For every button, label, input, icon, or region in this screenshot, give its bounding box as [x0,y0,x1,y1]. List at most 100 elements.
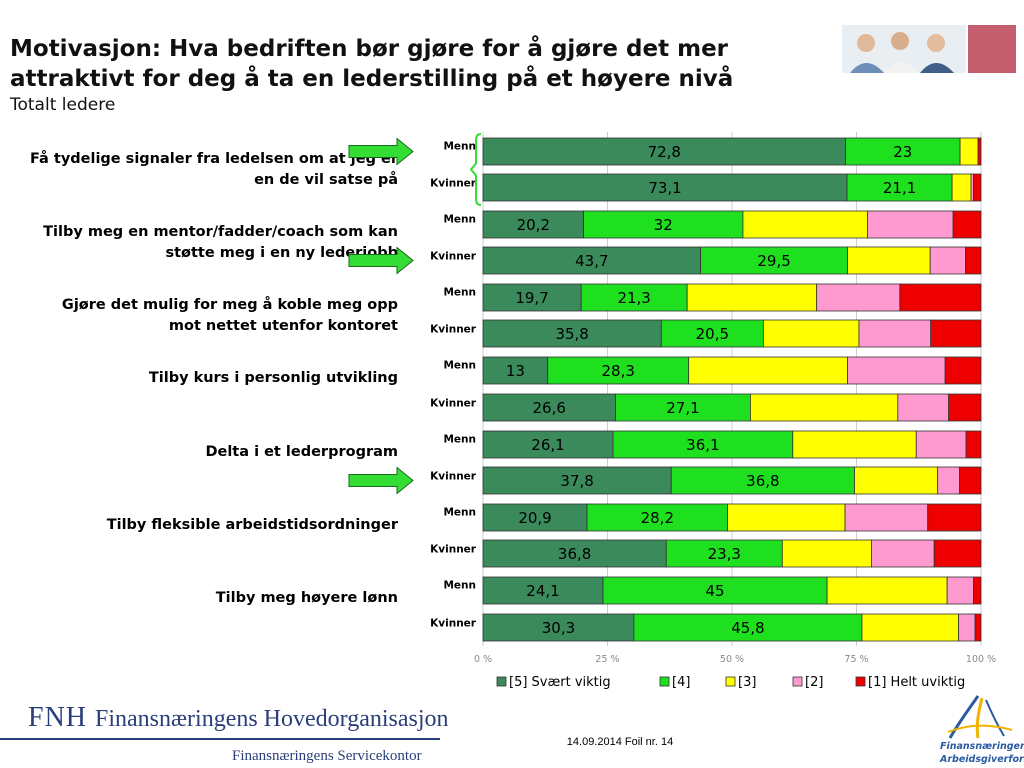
x-tick-label: 25 % [595,654,619,665]
x-tick-label: 100 % [966,654,996,665]
data-label: 26,1 [531,436,564,454]
green-arrow-icon [348,137,414,166]
data-label: 28,2 [641,509,674,527]
bar-segment [948,393,982,422]
fnh-logo-name: Finansnæringens Hovedorganisasjon [95,706,449,732]
legend-swatch [855,676,866,687]
data-label: 23,3 [708,545,741,563]
bar-segment [965,430,982,459]
bar-segment [482,356,549,385]
data-label: 24,1 [526,582,559,600]
page-title: Motivasjon: Hva bedriften bør gjøre for … [10,36,734,92]
bar-segment [977,137,982,166]
bar-segment [871,539,935,568]
bar-segment [958,613,976,642]
bar-segment [974,613,982,642]
fnh-logo-sub: Finansnæringens Servicekontor [232,748,422,764]
bar-segment [854,466,939,495]
data-label: 30,3 [542,619,575,637]
stacked-bar-chart: Menn 72,8 23 Kvinner 73,1 21,1 Menn 20,2 32 Kvinn… [348,132,996,690]
bar-segment [944,356,982,385]
bar-segment [858,319,932,348]
bar-segment [482,539,667,568]
bar-segment [686,283,818,312]
bar-segment [927,503,982,532]
data-label: 36,1 [686,436,719,454]
bar-segment [482,576,604,605]
bar-segment [915,430,967,459]
bar-segment [727,503,846,532]
bar-segment [929,246,966,275]
bar-segment [700,246,848,275]
bar-segment [670,466,855,495]
bar-segment [899,283,982,312]
bar-row-label: Kvinner [430,471,477,483]
data-label: 43,7 [575,252,608,270]
bar-segment [959,137,979,166]
category-label: Tilby meg høyere lønn [215,590,398,606]
bar-segment [482,137,846,166]
bar-segment [482,393,616,422]
bar-segment [482,319,662,348]
data-label: 20,9 [518,509,551,527]
bar-segment [959,466,982,495]
bar-row-label: Menn [443,214,476,226]
data-label: 23 [893,143,912,161]
data-label: 13 [506,362,525,380]
bar-segment [615,393,751,422]
data-label: 26,6 [533,399,566,417]
bar-segment [742,210,868,239]
data-label: 45,8 [731,619,764,637]
fnh-logo-short: FNH [28,702,88,733]
bar-segment [937,466,960,495]
bar-segment [762,319,860,348]
bar-segment [665,539,783,568]
bar-segment [933,539,982,568]
bar-segment [660,319,764,348]
category-label: Tilby kurs i personlig utvikling [148,370,398,386]
category-label: Delta i et lederprogram [205,443,398,460]
group-bracket [469,133,482,206]
accent-block [968,25,1016,73]
slide-footer: 14.09.2014 Foil nr. 14 [566,736,674,748]
bar-segment [844,503,929,532]
bar-segment [482,503,588,532]
page-subtitle: Totalt ledere [10,95,116,115]
bar-segment [482,210,584,239]
bar-segment [826,576,948,605]
bar-segment [750,393,899,422]
bar-segment [952,210,982,239]
people-photo-icon [842,25,966,73]
x-tick-label: 75 % [844,654,868,665]
bar-segment [965,246,982,275]
bar-segment [861,613,959,642]
x-tick-label: 50 % [720,654,744,665]
category-label: Tilby fleksible arbeidstidsordninger [106,516,398,533]
bar-row-label: Menn [443,580,476,592]
legend-swatch [725,676,736,687]
data-label: 36,8 [558,545,591,563]
data-label: 35,8 [555,325,588,343]
bar-segment [897,393,950,422]
bar-row-label: Kvinner [430,618,477,630]
bar-segment [946,576,974,605]
data-label: 29,5 [757,252,790,270]
data-label: 20,5 [696,325,729,343]
bar-segment [792,430,917,459]
bar-segment [547,356,690,385]
bar-row-label: Kvinner [430,398,477,410]
legend-label: [5] Svært viktig [509,675,611,690]
data-label: 27,1 [666,399,699,417]
data-label: 36,8 [746,472,779,490]
data-label: 21,3 [617,289,650,307]
bar-segment [482,246,702,275]
data-label: 28,3 [602,362,635,380]
data-label: 19,7 [515,289,548,307]
fa-swoosh-icon [947,695,1013,739]
bar-segment [482,430,614,459]
bar-row-label: Kvinner [430,178,477,190]
bar-row-label: Kvinner [430,544,477,556]
category-label: Få tydelige signaler fra ledelsen om at … [30,150,398,188]
legend-label: [4] [672,675,690,690]
bar-segment [580,283,688,312]
